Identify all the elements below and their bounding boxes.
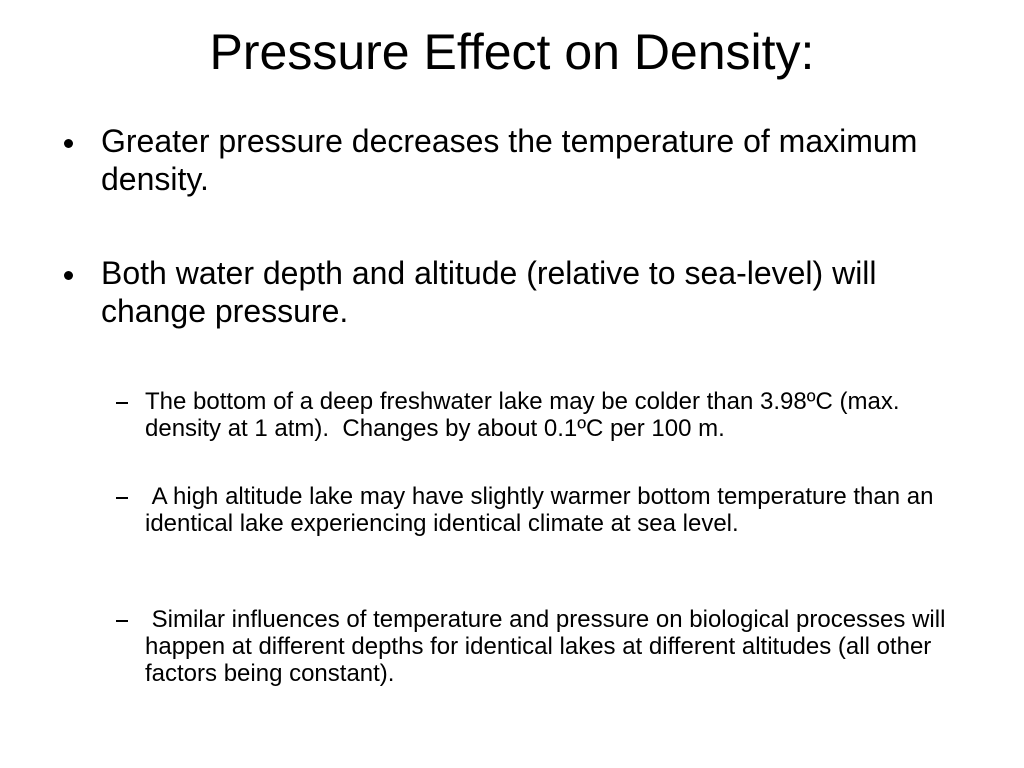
bullet-text: Both water depth and altitude (relative … bbox=[101, 255, 877, 329]
sub-bullet-text: The bottom of a deep freshwater lake may… bbox=[145, 388, 907, 442]
sub-bullet-text: A high altitude lake may have slightly w… bbox=[145, 483, 941, 537]
bullet-marker bbox=[64, 271, 73, 280]
bullet-marker bbox=[64, 139, 73, 148]
slide-title: Pressure Effect on Density: bbox=[209, 24, 815, 80]
sub-bullet-marker bbox=[116, 402, 128, 404]
sub-bullet-text: Similar influences of temperature and pr… bbox=[145, 606, 953, 687]
sub-bullet-marker bbox=[116, 497, 128, 499]
sub-bullet-marker bbox=[116, 620, 128, 622]
bullet-text: Greater pressure decreases the temperatu… bbox=[101, 123, 918, 197]
